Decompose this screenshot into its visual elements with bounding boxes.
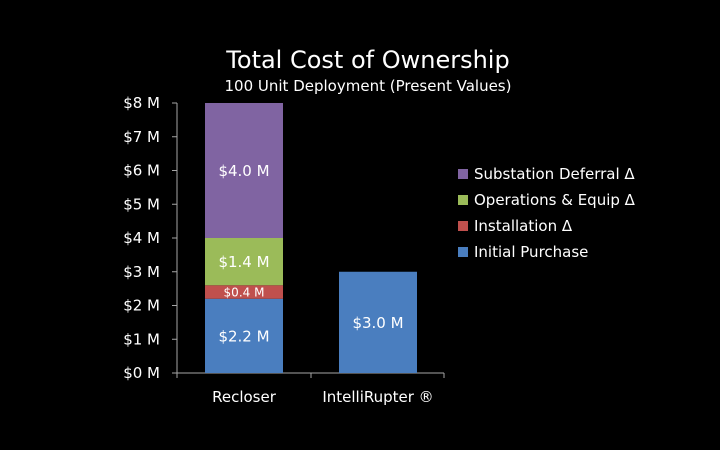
chart-title: Total Cost of Ownership xyxy=(225,46,509,74)
y-tick-label: $3 M xyxy=(123,263,160,281)
bar-value-label: $1.4 M xyxy=(218,253,269,271)
legend-entry-label: Operations & Equip Δ xyxy=(474,191,636,209)
y-tick-label: $2 M xyxy=(123,297,160,315)
legend-swatch xyxy=(458,247,468,257)
bar-segment xyxy=(205,238,283,286)
bar-segment xyxy=(205,103,283,238)
legend-swatch xyxy=(458,195,468,205)
legend-swatch xyxy=(458,169,468,179)
legend-entry-label: Installation Δ xyxy=(474,217,573,235)
bar-segment xyxy=(205,298,283,373)
y-tick-label: $5 M xyxy=(123,195,160,213)
bar-value-label: $2.2 M xyxy=(218,327,269,345)
y-tick-label: $6 M xyxy=(123,162,160,180)
y-tick-label: $0 M xyxy=(123,364,160,382)
y-tick-label: $7 M xyxy=(123,128,160,146)
legend: Substation Deferral Δ Operations & Equip … xyxy=(458,165,636,261)
legend-entry-label: Substation Deferral Δ xyxy=(474,165,635,183)
bar-value-label: $3.0 M xyxy=(352,314,403,332)
legend-swatch xyxy=(458,221,468,231)
y-tick-label: $1 M xyxy=(123,330,160,348)
x-category-label: Recloser xyxy=(212,388,277,406)
bar-value-label: $0.4 M xyxy=(224,285,265,299)
axes: $0 M $1 M $2 M $3 M $4 M $5 M $6 M $7 M $8 M Recl… xyxy=(123,94,445,406)
bar-segment xyxy=(205,285,283,299)
chart-subtitle: 100 Unit Deployment (Present Values) xyxy=(225,77,512,95)
legend-entry-label: Initial Purchase xyxy=(474,243,588,261)
y-tick-label: $8 M xyxy=(123,94,160,112)
bar-value-label: $4.0 M xyxy=(218,162,269,180)
y-tick-label: $4 M xyxy=(123,229,160,247)
data-labels: $2.2 M $0.4 M $1.4 M $4.0 M $3.0 M xyxy=(218,162,403,345)
x-category-label: IntelliRupter ® xyxy=(322,388,433,406)
bar-segment xyxy=(339,271,417,373)
bars xyxy=(205,103,417,373)
